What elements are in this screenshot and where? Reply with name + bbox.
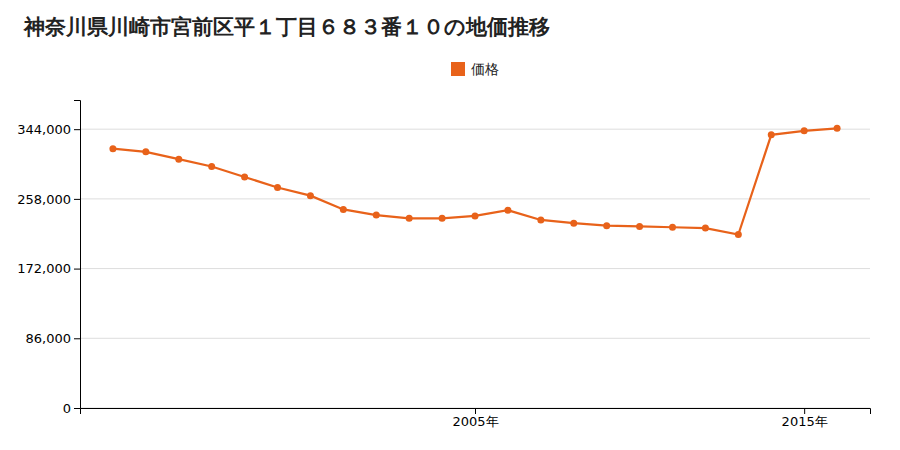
point	[406, 215, 413, 222]
point	[768, 131, 775, 138]
y-axis: 0 86,000 172,000 258,000 344,000	[17, 101, 80, 416]
legend-item: 価格	[451, 61, 499, 77]
point	[504, 207, 511, 214]
series-group	[109, 125, 840, 238]
y-tick: 172,000	[17, 261, 80, 276]
y-tick-label: 258,000	[17, 192, 71, 207]
point	[109, 145, 116, 152]
y-tick-mark	[74, 408, 80, 409]
plot-area: 2005年 2015年 0 86,000 172,000 258,000 344,000	[17, 101, 870, 430]
y-tick-mark	[74, 338, 80, 339]
grid-line	[80, 198, 870, 199]
point	[307, 192, 314, 199]
y-tick-mark	[74, 199, 80, 200]
point	[834, 125, 841, 132]
point	[669, 224, 676, 231]
y-tick-mark	[74, 129, 80, 130]
point	[439, 215, 446, 222]
x-tick: 2015年	[782, 408, 828, 429]
point	[570, 220, 577, 227]
chart: 神奈川県川崎市宮前区平１丁目６８３番１０の地価推移 2005年 2015年 0 86,0…	[0, 0, 900, 450]
y-tick-label: 0	[63, 401, 71, 416]
legend-label: 価格	[471, 61, 499, 77]
point	[274, 184, 281, 191]
y-tick: 258,000	[17, 192, 80, 207]
y-tick-label: 172,000	[17, 261, 71, 276]
y-axis-line	[74, 101, 81, 409]
y-tick-label: 344,000	[17, 122, 71, 137]
y-tick: 0	[63, 401, 80, 416]
x-tick-mark	[804, 408, 805, 414]
grid-line	[80, 268, 870, 269]
point	[801, 127, 808, 134]
grid-line	[80, 338, 870, 339]
x-axis-line	[81, 409, 871, 415]
legend: 価格	[451, 61, 499, 77]
x-tick-mark	[475, 408, 476, 414]
y-tick-label: 86,000	[26, 331, 72, 346]
title: 神奈川県川崎市宮前区平１丁目６８３番１０の地価推移	[23, 15, 550, 39]
point	[142, 148, 149, 155]
point	[702, 225, 709, 232]
point	[603, 222, 610, 229]
point	[175, 156, 182, 163]
grid	[80, 129, 870, 408]
x-tick-label: 2005年	[452, 414, 498, 429]
y-tick: 86,000	[26, 331, 81, 346]
point	[735, 231, 742, 238]
point	[340, 206, 347, 213]
x-tick-label: 2015年	[782, 414, 828, 429]
point	[208, 163, 215, 170]
grid-line	[80, 129, 870, 130]
point	[636, 223, 643, 230]
point	[241, 174, 248, 181]
point	[373, 212, 380, 219]
legend-swatch	[451, 62, 465, 76]
x-tick: 2005年	[452, 408, 498, 429]
point	[472, 212, 479, 219]
y-tick-mark	[74, 269, 80, 270]
x-axis: 2005年 2015年	[81, 408, 871, 429]
point	[537, 216, 544, 223]
line	[113, 128, 837, 234]
y-tick: 344,000	[17, 122, 80, 137]
